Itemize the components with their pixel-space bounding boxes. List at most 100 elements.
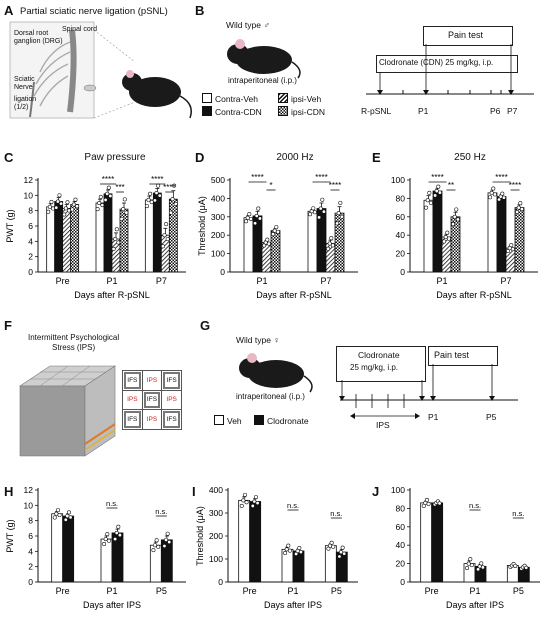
panel-letter-d: D: [195, 150, 205, 165]
panel-letter-a: A: [4, 3, 14, 18]
data-point: [114, 530, 119, 535]
significance-label: ****: [509, 181, 521, 190]
bar: [152, 192, 162, 273]
data-point: [68, 515, 73, 520]
data-point: [491, 186, 496, 191]
data-point: [433, 193, 438, 198]
data-point: [434, 189, 439, 194]
y-tick-label: 500: [211, 175, 225, 185]
drg-label: Dorsal root ganglion (DRG): [14, 30, 63, 45]
bar: [70, 204, 80, 273]
clodronate-dose: 25 mg/kg, i.p.: [350, 363, 399, 372]
significance-label: n.s.: [287, 501, 299, 510]
data-point: [465, 566, 470, 571]
x-tick-label: P1: [256, 276, 267, 286]
treatment-box: [376, 55, 518, 73]
pain-test-box-g: [428, 346, 498, 366]
data-point: [516, 205, 521, 210]
significance-label: n.s.: [155, 507, 167, 516]
data-point: [241, 498, 246, 503]
ips-cell: IFS: [162, 410, 181, 429]
significance-label: ****: [329, 181, 341, 190]
chart-c-title: Paw pressure: [84, 152, 146, 163]
bar: [496, 196, 507, 273]
chart-d-title: 2000 Hz: [276, 152, 314, 163]
ips-cell: IFS: [123, 371, 142, 390]
bar: [514, 207, 525, 273]
data-point: [239, 503, 244, 508]
data-point: [488, 195, 493, 200]
data-point: [124, 210, 129, 215]
data-point: [515, 210, 520, 215]
data-point: [265, 237, 270, 242]
y-tick-label: 2: [28, 562, 33, 572]
sciatic-nerve-label: Sciatic Nerve: [14, 76, 35, 91]
panel-b-mouse-label: Wild type ♂: [226, 20, 270, 30]
data-point: [157, 193, 162, 198]
ips-cell: IPS: [142, 371, 162, 390]
y-tick-label: 4: [28, 546, 33, 556]
legend-veh: Veh: [214, 415, 242, 426]
data-point: [320, 197, 325, 202]
data-point: [100, 203, 105, 208]
data-point: [443, 235, 448, 240]
timeline-g-p1: P1: [428, 412, 439, 422]
bar: [487, 192, 498, 273]
ips-cell: IPS: [162, 390, 181, 410]
data-point: [326, 246, 331, 251]
y-tick-label: 100: [391, 485, 405, 495]
legend-contra-veh: Contra-Veh: [202, 93, 258, 104]
bar: [432, 190, 443, 273]
chart-h: 0 2 4 6 8 10 12 PWT (g) Days after IPS Pre P1 P5 n.s…: [5, 485, 186, 610]
bar: [324, 545, 337, 583]
data-point: [253, 221, 258, 226]
bar: [249, 501, 262, 583]
x-axis-label: Days after R-pSNL: [436, 290, 512, 300]
data-point: [57, 193, 62, 198]
data-point: [284, 547, 289, 552]
data-point: [298, 549, 303, 554]
bar: [431, 502, 444, 583]
data-point: [336, 211, 341, 216]
ips-cell: IPS: [123, 390, 142, 410]
significance-label: n.s.: [512, 509, 524, 518]
data-point: [116, 240, 121, 245]
y-tick-label: 100: [391, 175, 405, 185]
data-point: [326, 546, 331, 551]
ips-cell: IPS: [142, 410, 162, 429]
data-point: [63, 517, 68, 522]
ips-cell: IFS: [123, 410, 142, 429]
data-point: [244, 500, 249, 505]
y-axis-label: PWT (g): [5, 209, 15, 242]
bar: [243, 217, 254, 273]
data-point: [297, 546, 302, 551]
data-point: [162, 543, 167, 548]
data-point: [75, 204, 80, 209]
bar: [168, 198, 178, 273]
ips-cell: IFS: [162, 371, 181, 390]
data-point: [165, 237, 170, 242]
data-point: [151, 548, 156, 553]
data-point: [518, 201, 523, 206]
data-point: [318, 206, 323, 211]
data-point: [519, 207, 524, 212]
data-point: [329, 540, 334, 545]
bar: [62, 515, 75, 583]
data-point: [66, 510, 71, 515]
timeline-g-p5: P5: [486, 412, 497, 422]
chart-c: 0 2 4 6 8 10 12 PWT (g) Days after R-pSNL Pre P1 P7…: [5, 175, 186, 300]
data-point: [275, 229, 280, 234]
ips-cell: IFS: [142, 390, 162, 410]
data-point: [308, 212, 313, 217]
y-tick-label: 40: [396, 540, 406, 550]
data-point: [425, 198, 430, 203]
data-point: [436, 184, 441, 189]
data-point: [424, 497, 429, 502]
data-point: [97, 200, 102, 205]
data-point: [442, 239, 447, 244]
data-point: [468, 557, 473, 562]
clodronate-label: Clodronate: [358, 350, 400, 360]
chart-j: 0 20 40 60 80 100 Days after IPS Pre P1 P5 n.s. n.s…: [391, 485, 540, 610]
data-point: [476, 567, 481, 572]
significance-label: ****: [315, 173, 327, 182]
